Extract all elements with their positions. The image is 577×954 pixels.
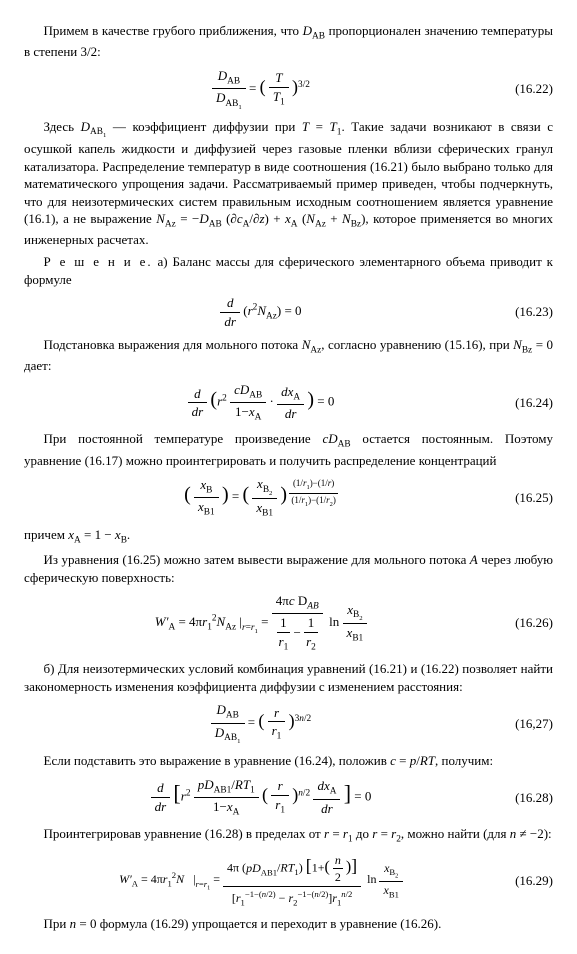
equation-number: (16.23) <box>498 303 553 321</box>
equation-number: (16.24) <box>498 394 553 412</box>
equation-row: DAB DAB1 = ( r r1 )3n/2 (16,27) <box>24 701 553 746</box>
equation-row: d dr (r2NAz) = 0 (16.23) <box>24 294 553 330</box>
equation-number: (16.22) <box>498 80 553 98</box>
equation-row: W′A = 4πr12NAz |r=r1 = 4πc DAB 1 r1 − 1 … <box>24 592 553 654</box>
equation-row: d dr [r2 pDAB1/RT1 1−xA ( r r1 )n/2 dxA … <box>24 776 553 819</box>
equation: W′A = 4πr12NAz |r=r1 = 4πc DAB 1 r1 − 1 … <box>24 592 498 654</box>
paragraph: Примем в качестве грубого приближения, ч… <box>24 22 553 61</box>
equation-number: (16.29) <box>498 872 553 890</box>
paragraph: При постоянной температуре произведение … <box>24 430 553 469</box>
paragraph: Из уравнения (16.25) можно затем вывести… <box>24 551 553 586</box>
paragraph: Р е ш е н и е. а) Баланс массы для сфери… <box>24 253 553 288</box>
paragraph: Проинтегрировав уравнение (16.28) в пред… <box>24 825 553 846</box>
paragraph: б) Для неизотермических условий комбинац… <box>24 660 553 695</box>
paragraph: причем xA = 1 − xB. <box>24 526 553 547</box>
paragraph: Если подставить это выражение в уравнени… <box>24 752 553 770</box>
equation-row: d dr (r2 cDAB 1−xA · dxA dr ) = 0 (16.24… <box>24 381 553 424</box>
equation: d dr [r2 pDAB1/RT1 1−xA ( r r1 )n/2 dxA … <box>24 776 498 819</box>
equation: d dr (r2 cDAB 1−xA · dxA dr ) = 0 <box>24 381 498 424</box>
paragraph: При n = 0 формула (16.29) упрощается и п… <box>24 915 553 933</box>
equation-number: (16.25) <box>498 489 553 507</box>
paragraph: Подстановка выражения для мольного поток… <box>24 336 553 375</box>
equation-row: DAB DAB1 = ( T T1 )3/2 (16.22) <box>24 67 553 112</box>
equation: DAB DAB1 = ( T T1 )3/2 <box>24 67 498 112</box>
equation-row: ( xB xB1 ) = ( xB2 xB1 ) (1/r1)−(1/r) (1… <box>24 475 553 520</box>
equation-row: W′A = 4πr12N |r=r1 = 4π (pDAB1/RT1) [1+(… <box>24 852 553 908</box>
equation-number: (16,27) <box>498 715 553 733</box>
equation-number: (16.28) <box>498 789 553 807</box>
paragraph: Здесь DAB1 — коэффициент диффузии при T … <box>24 118 553 249</box>
equation-number: (16.26) <box>498 614 553 632</box>
equation: ( xB xB1 ) = ( xB2 xB1 ) (1/r1)−(1/r) (1… <box>24 475 498 520</box>
equation: d dr (r2NAz) = 0 <box>24 294 498 330</box>
equation: DAB DAB1 = ( r r1 )3n/2 <box>24 701 498 746</box>
equation: W′A = 4πr12N |r=r1 = 4π (pDAB1/RT1) [1+(… <box>24 852 498 908</box>
solution-label: Р е ш е н и е. <box>44 254 153 269</box>
